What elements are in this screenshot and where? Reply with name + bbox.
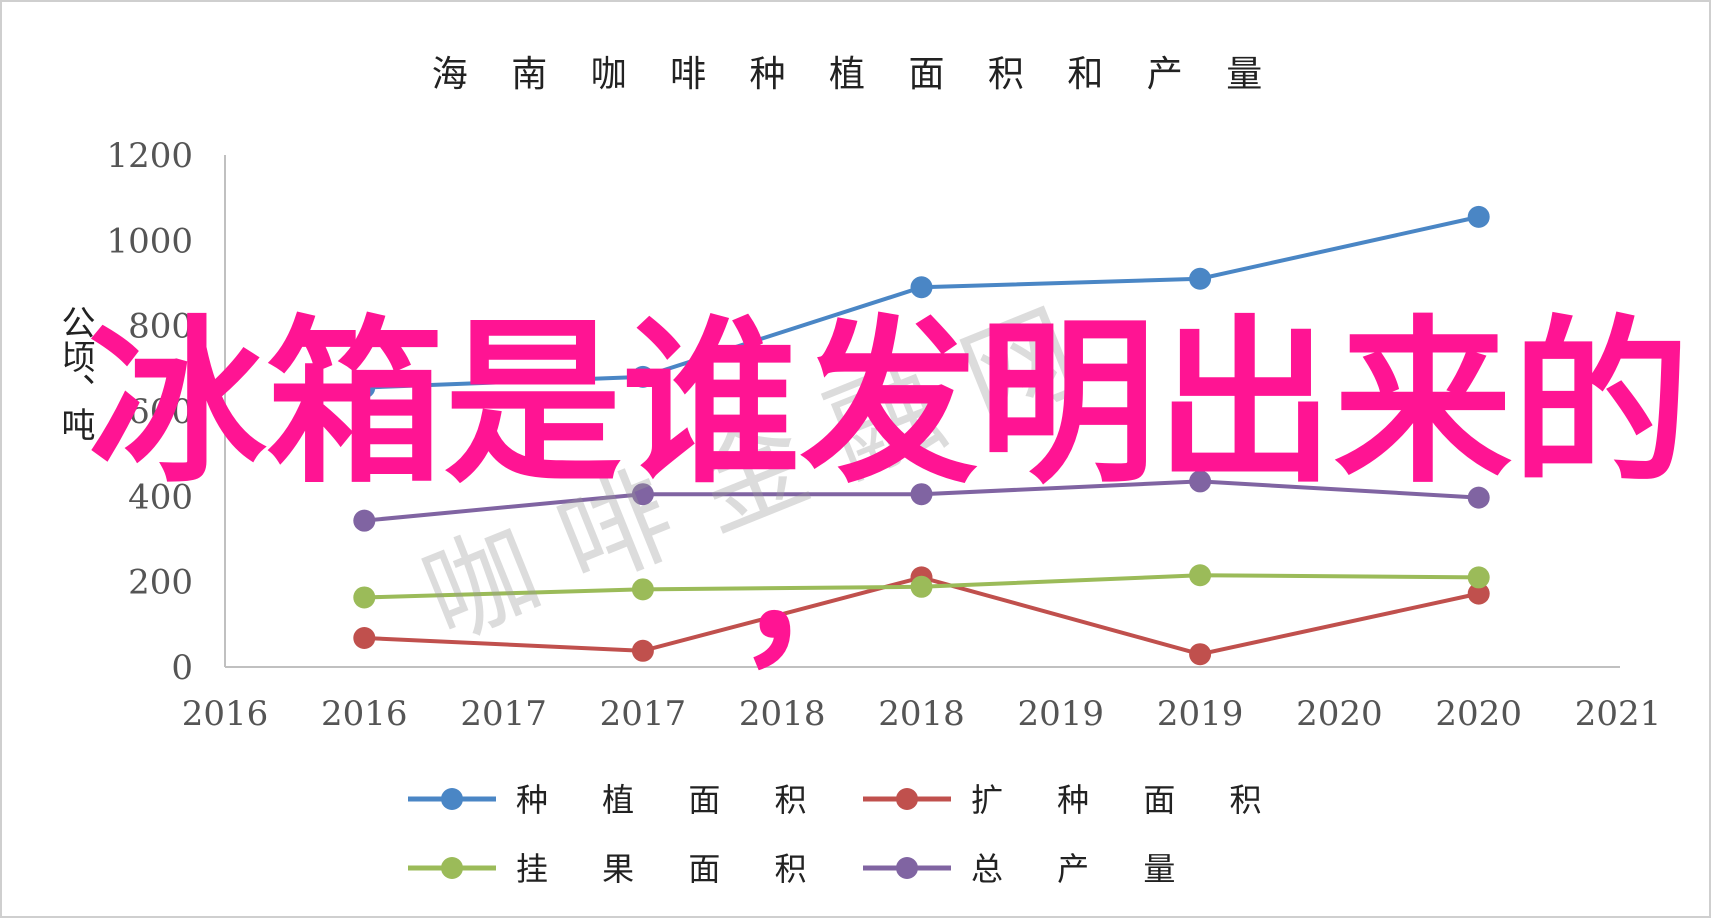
y-tick-label: 1200: [106, 136, 193, 176]
data-point: [1467, 582, 1490, 605]
y-tick-labels: 0 200 400 600 800 1000 1200: [106, 136, 193, 688]
x-tick-label: 2019: [1018, 694, 1105, 734]
chart-title: 海 南 咖 啡 种 植 面 积 和 产 量: [432, 54, 1278, 95]
legend-marker: [441, 788, 463, 810]
data-point: [353, 626, 376, 649]
data-point: [631, 578, 654, 601]
headline-comma: ，: [735, 501, 895, 688]
data-point: [1467, 486, 1490, 509]
legend-marker: [441, 857, 463, 879]
data-point: [631, 483, 654, 506]
data-point: [1189, 564, 1212, 587]
legend-marker: [896, 857, 918, 879]
x-tick-label: 2018: [739, 694, 826, 734]
data-point: [1467, 566, 1490, 589]
headline-overlay: 冰箱是谁发明出来的: [88, 300, 1690, 507]
data-point: [1467, 205, 1490, 228]
x-tick-label: 2016: [182, 694, 269, 734]
data-point: [1189, 643, 1212, 666]
x-tick-label: 2020: [1435, 694, 1522, 734]
x-tick-label: 2018: [878, 694, 965, 734]
series-points: [353, 205, 1490, 666]
legend-label: 种 植 面 积: [516, 781, 829, 819]
legend-label: 挂 果 面 积: [516, 850, 829, 888]
data-point: [910, 575, 933, 598]
x-tick-label: 2019: [1157, 694, 1244, 734]
x-tick-label: 2016: [321, 694, 408, 734]
x-tick-label: 2017: [460, 694, 547, 734]
y-axis-label: 公顷、吨: [55, 305, 95, 441]
data-point: [631, 365, 654, 388]
legend-marker: [896, 788, 918, 810]
data-point: [1189, 267, 1212, 290]
data-point: [1189, 470, 1212, 493]
x-tick-label: 2021: [1575, 694, 1662, 734]
legend-label: 总 产 量: [971, 850, 1197, 888]
y-tick-label: 600: [128, 392, 193, 432]
y-tick-label: 1000: [106, 221, 193, 261]
y-tick-label: 0: [171, 648, 193, 688]
data-point: [353, 586, 376, 609]
data-point: [910, 276, 933, 299]
data-point: [353, 509, 376, 532]
data-point: [910, 483, 933, 506]
data-point: [353, 376, 376, 399]
data-point: [631, 639, 654, 662]
y-tick-label: 200: [128, 563, 193, 603]
y-tick-label: 800: [128, 307, 193, 347]
x-tick-label: 2017: [600, 694, 687, 734]
legend-label: 扩 种 面 积: [971, 781, 1284, 819]
legend: 种 植 面 积 扩 种 面 积挂 果 面 积 总 产 量: [408, 781, 1284, 888]
x-tick-label: 2020: [1296, 694, 1383, 734]
x-tick-labels: 2016 2016 2017 2017 2018 2018 2019 2019 2020 2020…: [182, 694, 1662, 734]
y-tick-label: 400: [128, 477, 193, 517]
